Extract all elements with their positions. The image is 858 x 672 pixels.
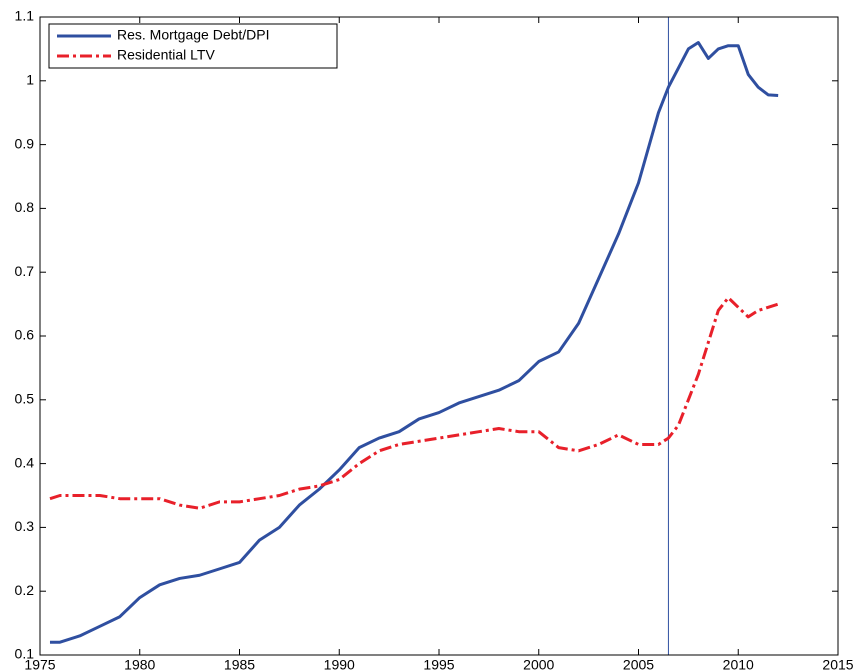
x-tick-label: 1990 (324, 657, 355, 672)
x-tick-label: 2010 (723, 657, 754, 672)
x-tick-label: 1985 (224, 657, 255, 672)
legend-box (48, 23, 338, 69)
plot-area (40, 17, 838, 655)
series-line (49, 41, 779, 644)
series-line (49, 296, 779, 510)
y-tick-label: 1.1 (15, 8, 35, 24)
y-tick-label: 0.2 (15, 582, 35, 598)
x-tick-label: 2000 (523, 657, 554, 672)
axes-box (39, 16, 839, 656)
y-tick-label: 0.7 (15, 263, 35, 279)
y-tick-label: 1 (26, 72, 34, 88)
x-tick-label: 2005 (623, 657, 654, 672)
x-tick-label: 1975 (24, 657, 55, 672)
legend-label: Residential LTV (117, 47, 215, 63)
y-tick-label: 0.9 (15, 135, 35, 151)
x-tick-label: 2015 (822, 657, 853, 672)
x-tick-label: 1980 (124, 657, 155, 672)
y-tick-label: 0.4 (15, 454, 35, 470)
y-tick-label: 0.6 (15, 327, 35, 343)
y-tick-label: 0.5 (15, 391, 35, 407)
x-tick-label: 1995 (423, 657, 454, 672)
legend-label: Res. Mortgage Debt/DPI (117, 27, 270, 43)
y-tick-label: 0.3 (15, 518, 35, 534)
y-tick-label: 0.1 (15, 646, 35, 662)
y-tick-label: 0.8 (15, 199, 35, 215)
